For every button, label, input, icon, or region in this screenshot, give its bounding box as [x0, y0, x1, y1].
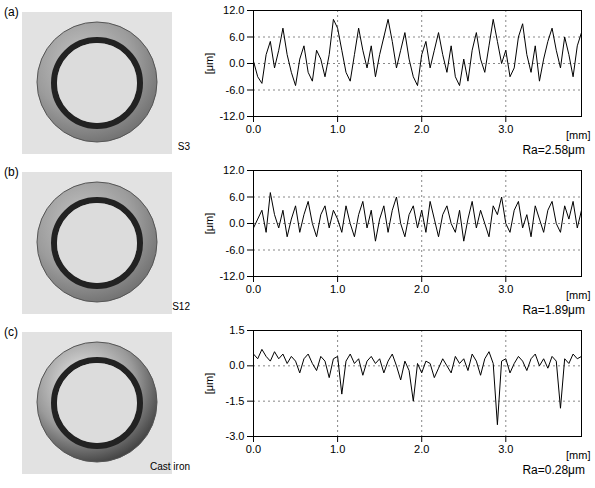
- html-text:Ra=1.89μm: Ra=1.89μm: [522, 303, 585, 317]
- svg-text:-6.0: -6.0: [226, 244, 245, 256]
- svg-text:0.0: 0.0: [229, 359, 244, 371]
- svg-text:0.0: 0.0: [246, 283, 261, 295]
- svg-text:12.0: 12.0: [223, 164, 244, 176]
- svg-text:[μm]: [μm]: [203, 373, 215, 395]
- svg-text:[μm]: [μm]: [203, 53, 215, 75]
- svg-text:3.0: 3.0: [498, 443, 513, 455]
- svg-text:6.0: 6.0: [229, 191, 244, 203]
- svg-text:12.0: 12.0: [223, 4, 244, 16]
- svg-text:Cast iron: Cast iron: [150, 461, 190, 472]
- svg-text:-6.0: -6.0: [226, 84, 245, 96]
- svg-text:-12.0: -12.0: [219, 270, 244, 282]
- svg-text:(c): (c): [4, 325, 18, 339]
- svg-text:2.0: 2.0: [414, 283, 429, 295]
- svg-text:[mm]: [mm]: [566, 129, 590, 141]
- svg-text:(b): (b): [4, 165, 19, 179]
- svg-text:3.0: 3.0: [498, 123, 513, 135]
- svg-text:1.5: 1.5: [229, 324, 244, 336]
- svg-text:-12.0: -12.0: [219, 110, 244, 122]
- svg-text:[μm]: [μm]: [203, 213, 215, 235]
- svg-text:2.0: 2.0: [414, 123, 429, 135]
- svg-text:S3: S3: [178, 141, 191, 152]
- svg-text:0.0: 0.0: [246, 123, 261, 135]
- html-text:Ra=2.58μm: Ra=2.58μm: [522, 143, 585, 157]
- svg-text:0.0: 0.0: [229, 217, 244, 229]
- svg-text:0.0: 0.0: [246, 443, 261, 455]
- svg-text:[mm]: [mm]: [566, 289, 590, 301]
- svg-text:-3.0: -3.0: [226, 430, 245, 442]
- svg-text:(a): (a): [4, 5, 19, 19]
- svg-text:1.0: 1.0: [330, 443, 345, 455]
- svg-text:S12: S12: [172, 301, 190, 312]
- svg-text:6.0: 6.0: [229, 31, 244, 43]
- svg-text:1.0: 1.0: [330, 123, 345, 135]
- svg-text:0.0: 0.0: [229, 57, 244, 69]
- svg-text:-1.5: -1.5: [226, 395, 245, 407]
- svg-text:[mm]: [mm]: [566, 449, 590, 461]
- html-text:Ra=0.28μm: Ra=0.28μm: [522, 463, 585, 477]
- svg-text:1.0: 1.0: [330, 283, 345, 295]
- svg-text:2.0: 2.0: [414, 443, 429, 455]
- svg-text:3.0: 3.0: [498, 283, 513, 295]
